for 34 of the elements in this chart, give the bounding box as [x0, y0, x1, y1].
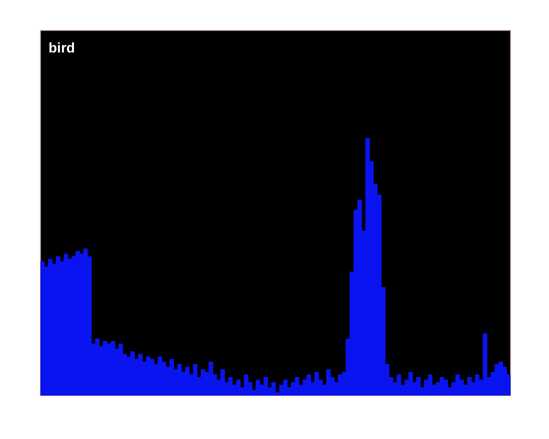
- bar: [283, 380, 288, 396]
- bar: [314, 372, 319, 396]
- bar: [169, 359, 174, 396]
- bar: [244, 374, 248, 396]
- bar: [326, 369, 331, 396]
- bar: [474, 374, 480, 396]
- bar: [357, 200, 362, 396]
- bar: [220, 369, 225, 396]
- bar: [138, 354, 143, 396]
- bar: [192, 364, 198, 396]
- bar: [306, 374, 312, 396]
- bar: [185, 366, 190, 396]
- bar: [95, 338, 100, 396]
- bar: [467, 377, 472, 396]
- bar: [428, 374, 432, 396]
- bar: [150, 359, 154, 396]
- bar: [396, 374, 402, 396]
- bar: [444, 380, 448, 396]
- bar: [408, 372, 413, 396]
- bar: [482, 333, 488, 396]
- bar: [208, 362, 214, 396]
- bar: [440, 377, 444, 396]
- bar: [110, 341, 116, 396]
- bar: [455, 374, 460, 396]
- bar: [158, 356, 162, 396]
- bar: [263, 377, 268, 396]
- bar: [256, 380, 260, 396]
- bar: [118, 344, 124, 396]
- chart-title: bird: [48, 40, 75, 56]
- bar: [228, 377, 233, 396]
- bar: [416, 377, 421, 396]
- bar: [498, 362, 503, 396]
- bar: [236, 380, 241, 396]
- bar: [271, 382, 276, 396]
